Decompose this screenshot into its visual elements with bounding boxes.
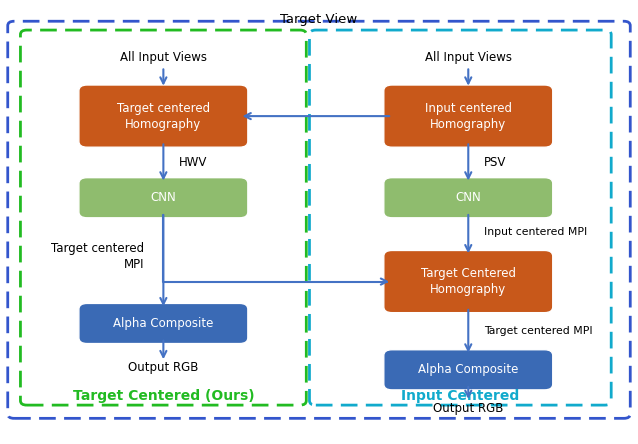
Text: All Input Views: All Input Views	[425, 51, 512, 64]
Text: Output RGB: Output RGB	[128, 361, 198, 374]
Text: Target View: Target View	[280, 12, 358, 26]
Text: Target centered MPI: Target centered MPI	[484, 326, 593, 336]
Text: Target Centered
Homography: Target Centered Homography	[421, 267, 516, 296]
Text: Target Centered (Ours): Target Centered (Ours)	[73, 389, 254, 403]
FancyBboxPatch shape	[384, 85, 553, 147]
Text: Output RGB: Output RGB	[433, 402, 503, 415]
Text: Input centered MPI: Input centered MPI	[484, 227, 588, 237]
FancyBboxPatch shape	[384, 350, 553, 390]
FancyBboxPatch shape	[79, 303, 248, 344]
FancyBboxPatch shape	[79, 85, 248, 147]
Text: All Input Views: All Input Views	[120, 51, 207, 64]
FancyBboxPatch shape	[79, 178, 248, 218]
FancyBboxPatch shape	[384, 250, 553, 313]
Text: Target centered
MPI: Target centered MPI	[51, 242, 144, 271]
Text: Alpha Composite: Alpha Composite	[113, 317, 214, 330]
Text: Alpha Composite: Alpha Composite	[418, 363, 519, 377]
Text: CNN: CNN	[456, 191, 481, 204]
Text: PSV: PSV	[484, 156, 507, 169]
Text: Input centered
Homography: Input centered Homography	[425, 102, 512, 131]
Text: CNN: CNN	[151, 191, 176, 204]
FancyBboxPatch shape	[384, 178, 553, 218]
Text: HWV: HWV	[179, 156, 207, 169]
Text: Input Centered: Input Centered	[401, 389, 519, 403]
Text: Target centered
Homography: Target centered Homography	[117, 102, 210, 131]
